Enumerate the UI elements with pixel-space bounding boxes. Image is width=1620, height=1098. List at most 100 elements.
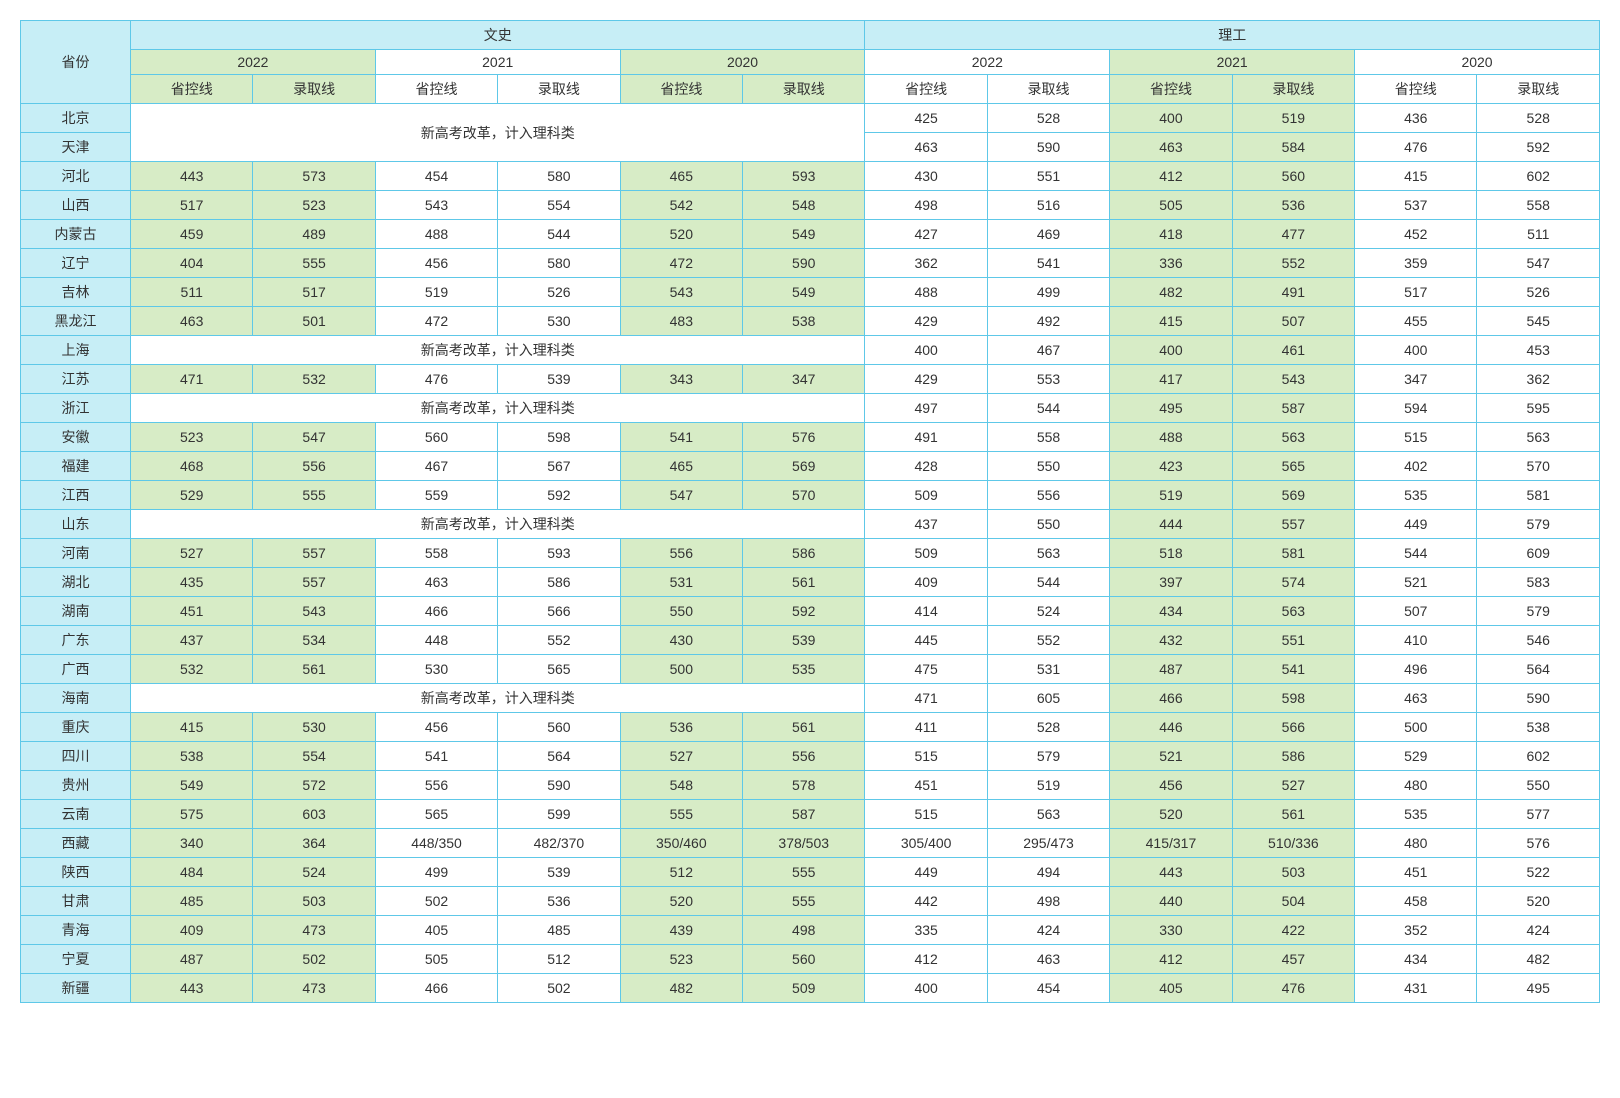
data-cell: 515 (1355, 423, 1477, 452)
data-cell: 538 (743, 307, 865, 336)
data-cell: 545 (1477, 307, 1600, 336)
data-cell: 548 (743, 191, 865, 220)
province-cell: 福建 (21, 452, 131, 481)
data-cell: 457 (1232, 945, 1354, 974)
data-cell: 529 (131, 481, 253, 510)
data-cell: 535 (1355, 481, 1477, 510)
table-row: 浙江新高考改革，计入理科类497544495587594595 (21, 394, 1600, 423)
data-cell: 551 (1232, 626, 1354, 655)
data-cell: 544 (1355, 539, 1477, 568)
data-cell: 555 (253, 481, 375, 510)
table-row: 陕西484524499539512555449494443503451522 (21, 858, 1600, 887)
data-cell: 400 (865, 974, 987, 1003)
data-cell: 555 (743, 858, 865, 887)
province-cell: 上海 (21, 336, 131, 365)
table-row: 上海新高考改革，计入理科类400467400461400453 (21, 336, 1600, 365)
data-cell: 453 (1477, 336, 1600, 365)
data-cell: 429 (865, 365, 987, 394)
data-cell: 550 (987, 452, 1109, 481)
data-cell: 573 (253, 162, 375, 191)
data-cell: 519 (1232, 104, 1354, 133)
table-row: 河北443573454580465593430551412560415602 (21, 162, 1600, 191)
data-cell: 576 (1477, 829, 1600, 858)
data-cell: 495 (1110, 394, 1232, 423)
data-cell: 565 (498, 655, 620, 684)
data-cell: 347 (1355, 365, 1477, 394)
data-cell: 350/460 (620, 829, 742, 858)
data-cell: 544 (987, 394, 1109, 423)
data-cell: 550 (987, 510, 1109, 539)
merged-reform-note: 新高考改革，计入理科类 (131, 510, 865, 539)
province-cell: 云南 (21, 800, 131, 829)
data-cell: 448 (375, 626, 497, 655)
data-cell: 536 (620, 713, 742, 742)
data-cell: 509 (865, 481, 987, 510)
header-lg-2022: 2022 (865, 50, 1110, 75)
data-cell: 507 (1232, 307, 1354, 336)
data-cell: 409 (865, 568, 987, 597)
data-cell: 505 (1110, 191, 1232, 220)
data-cell: 560 (743, 945, 865, 974)
data-cell: 507 (1355, 597, 1477, 626)
data-cell: 590 (1477, 684, 1600, 713)
data-cell: 587 (1232, 394, 1354, 423)
data-cell: 343 (620, 365, 742, 394)
data-cell: 534 (253, 626, 375, 655)
merged-reform-note: 新高考改革，计入理科类 (131, 336, 865, 365)
data-cell: 456 (375, 713, 497, 742)
data-cell: 442 (865, 887, 987, 916)
data-cell: 538 (131, 742, 253, 771)
province-cell: 湖北 (21, 568, 131, 597)
data-cell: 473 (253, 916, 375, 945)
data-cell: 504 (1232, 887, 1354, 916)
data-cell: 472 (375, 307, 497, 336)
province-cell: 青海 (21, 916, 131, 945)
data-cell: 446 (1110, 713, 1232, 742)
data-cell: 305/400 (865, 829, 987, 858)
data-cell: 563 (987, 800, 1109, 829)
data-cell: 463 (1110, 133, 1232, 162)
header-wenshi: 文史 (131, 21, 865, 50)
data-cell: 424 (1477, 916, 1600, 945)
data-cell: 543 (1232, 365, 1354, 394)
data-cell: 527 (620, 742, 742, 771)
data-cell: 542 (620, 191, 742, 220)
data-cell: 510/336 (1232, 829, 1354, 858)
table-row: 湖北435557463586531561409544397574521583 (21, 568, 1600, 597)
header-sk: 省控线 (1355, 75, 1477, 104)
data-cell: 492 (987, 307, 1109, 336)
data-cell: 400 (1110, 104, 1232, 133)
data-cell: 498 (865, 191, 987, 220)
data-cell: 561 (253, 655, 375, 684)
data-cell: 335 (865, 916, 987, 945)
data-cell: 459 (131, 220, 253, 249)
data-cell: 467 (375, 452, 497, 481)
data-cell: 527 (131, 539, 253, 568)
province-cell: 甘肃 (21, 887, 131, 916)
data-cell: 443 (131, 974, 253, 1003)
province-cell: 宁夏 (21, 945, 131, 974)
data-cell: 482 (1477, 945, 1600, 974)
data-cell: 547 (620, 481, 742, 510)
table-row: 北京新高考改革，计入理科类425528400519436528 (21, 104, 1600, 133)
data-cell: 558 (375, 539, 497, 568)
data-cell: 336 (1110, 249, 1232, 278)
data-cell: 586 (498, 568, 620, 597)
data-cell: 553 (987, 365, 1109, 394)
province-cell: 江西 (21, 481, 131, 510)
header-ws-2022: 2022 (131, 50, 376, 75)
data-cell: 556 (987, 481, 1109, 510)
data-cell: 466 (375, 597, 497, 626)
data-cell: 579 (987, 742, 1109, 771)
table-row: 吉林511517519526543549488499482491517526 (21, 278, 1600, 307)
data-cell: 523 (620, 945, 742, 974)
data-cell: 543 (253, 597, 375, 626)
data-cell: 541 (620, 423, 742, 452)
data-cell: 577 (1477, 800, 1600, 829)
data-cell: 555 (743, 887, 865, 916)
data-cell: 520 (1477, 887, 1600, 916)
data-cell: 605 (987, 684, 1109, 713)
data-cell: 449 (865, 858, 987, 887)
data-cell: 541 (375, 742, 497, 771)
table-row: 甘肃485503502536520555442498440504458520 (21, 887, 1600, 916)
